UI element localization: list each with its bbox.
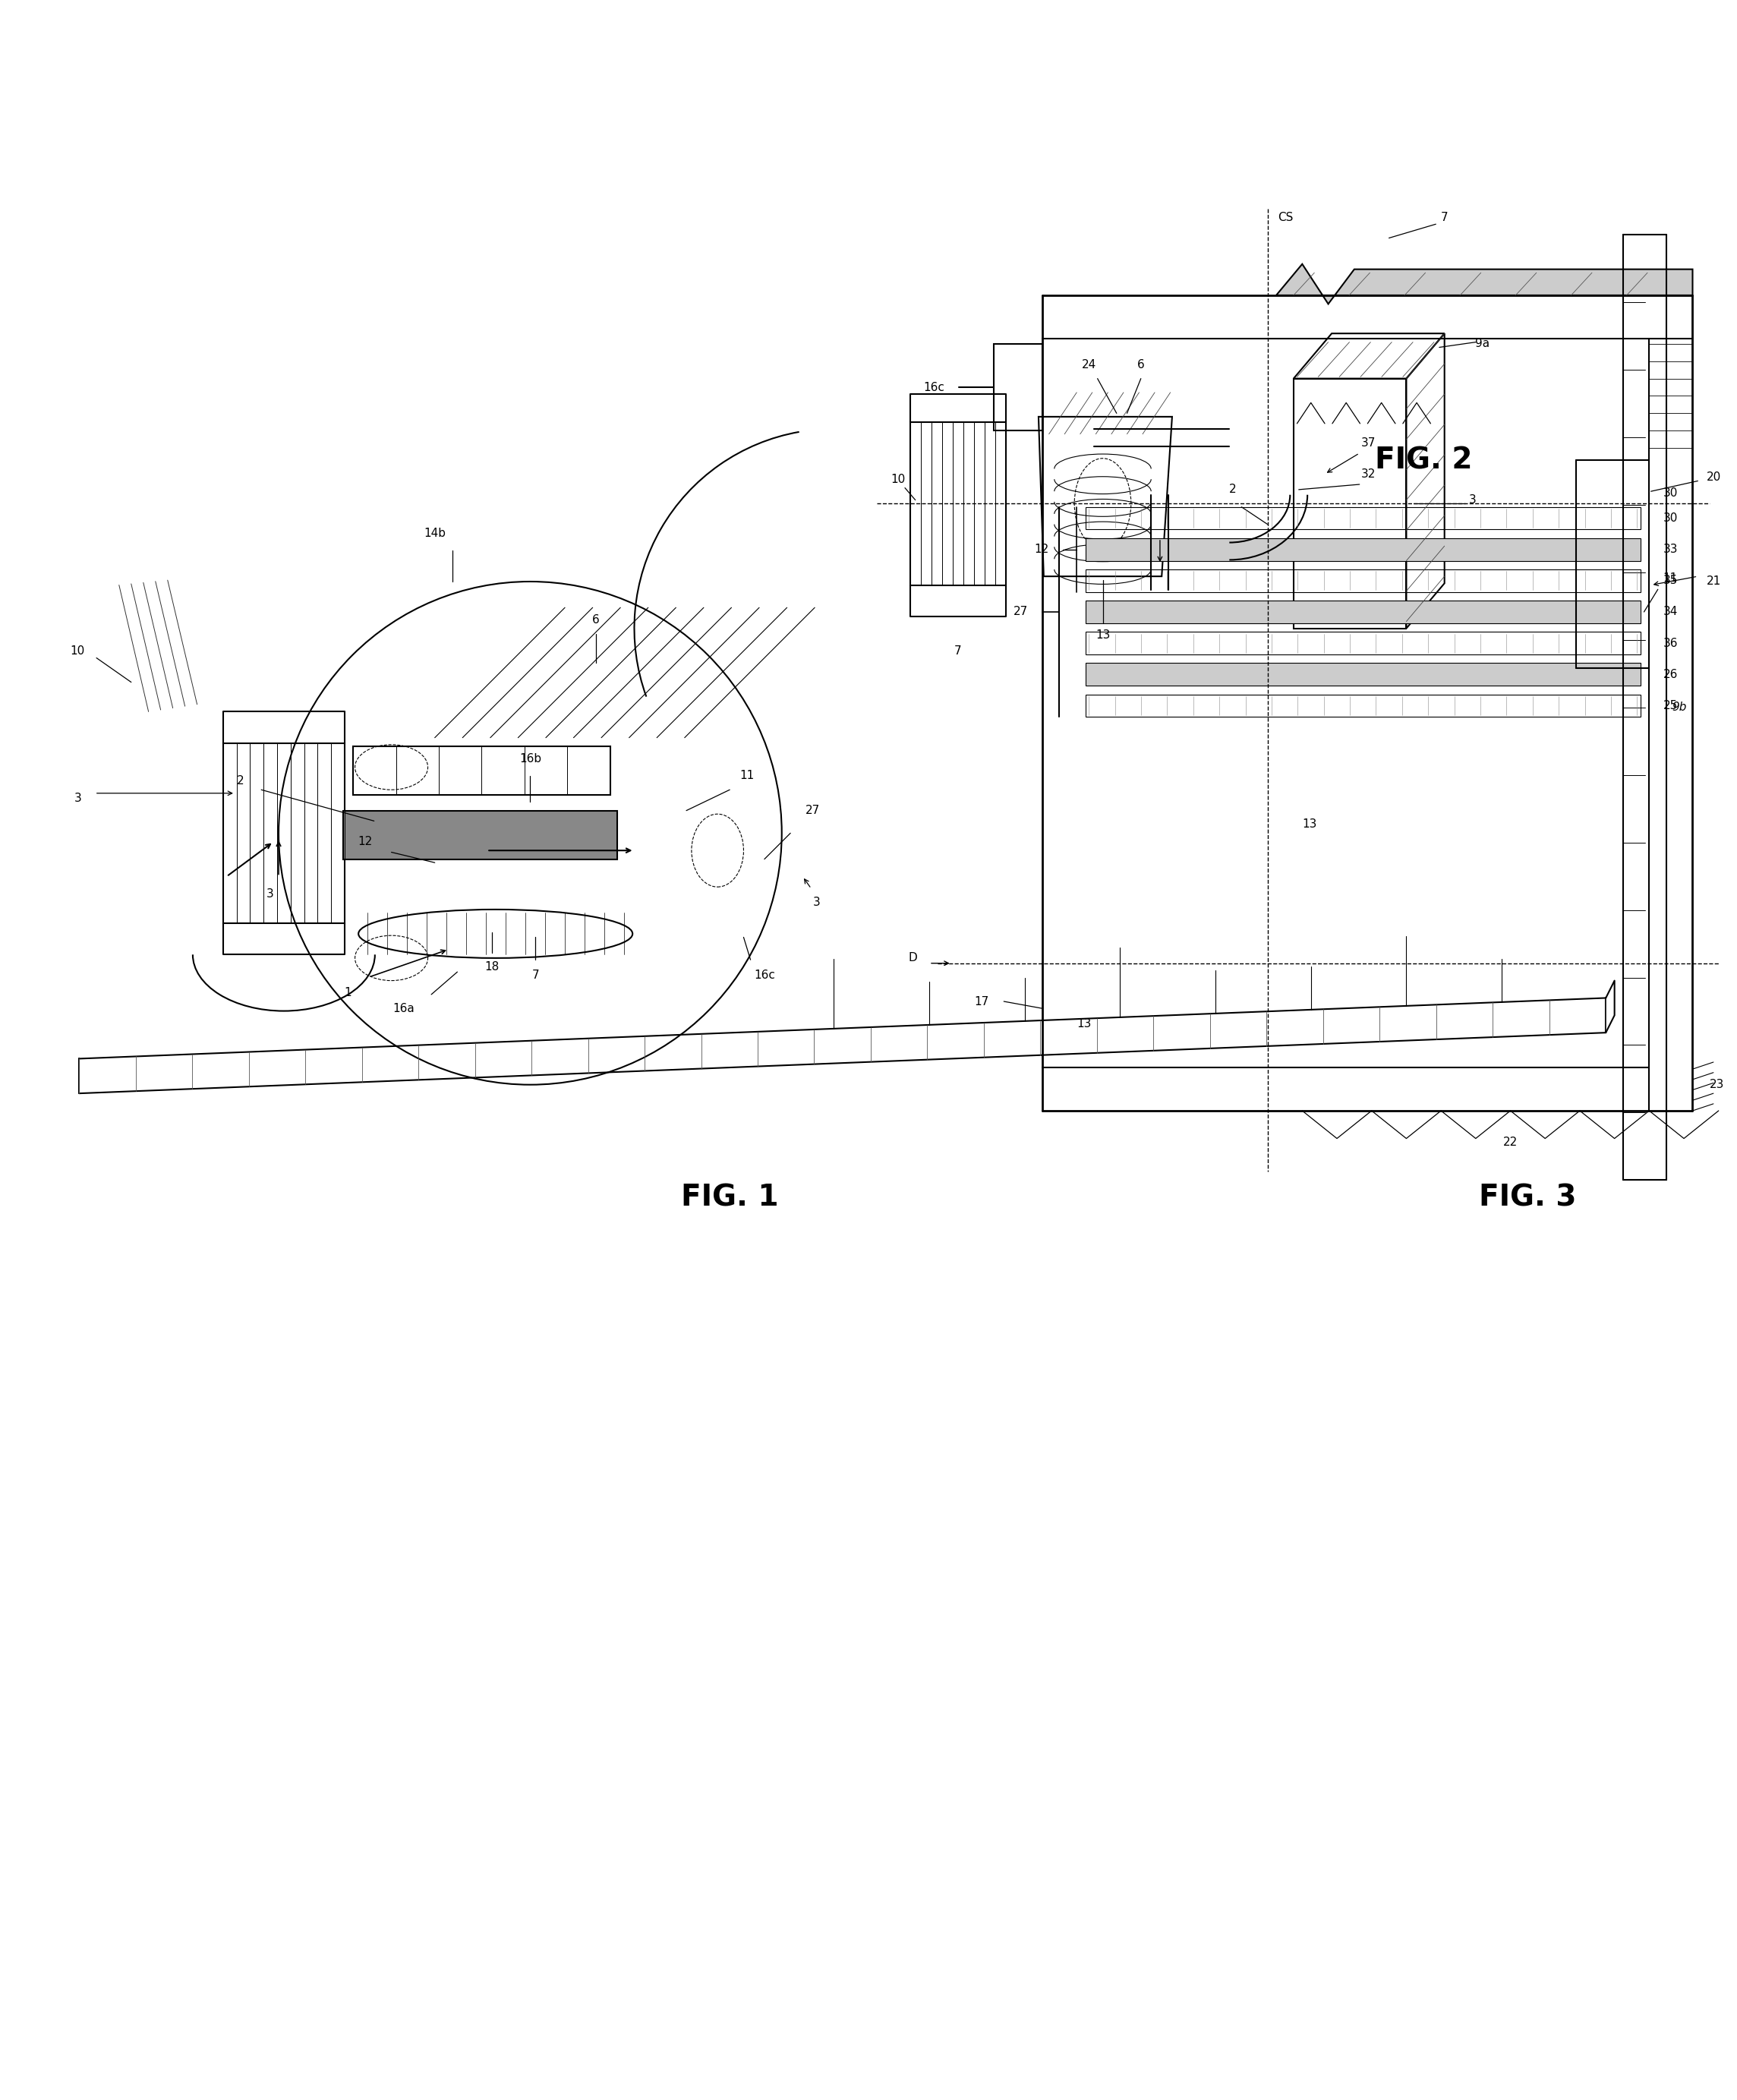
Text: 18: 18 (485, 962, 499, 972)
Text: 30: 30 (1662, 487, 1678, 500)
Text: 17: 17 (974, 995, 988, 1008)
Text: 27: 27 (806, 804, 820, 817)
Text: 2: 2 (1230, 483, 1237, 496)
Text: 33: 33 (1662, 544, 1678, 554)
Text: 6: 6 (1138, 359, 1145, 370)
Bar (1086, 506, 1640, 529)
Text: 25: 25 (1662, 699, 1678, 712)
Text: 9b: 9b (1671, 701, 1687, 714)
Bar (1086, 664, 1640, 687)
Text: 11: 11 (1662, 573, 1678, 584)
Bar (1086, 695, 1640, 716)
Text: 16c: 16c (754, 970, 775, 981)
Text: 23: 23 (1709, 1079, 1725, 1090)
Text: FIG. 1: FIG. 1 (681, 1182, 778, 1212)
Bar (1086, 632, 1640, 655)
Text: 22: 22 (1503, 1136, 1518, 1147)
Text: 11: 11 (740, 771, 754, 781)
Text: 7: 7 (1442, 212, 1449, 223)
Text: 37: 37 (1362, 437, 1376, 449)
Bar (1086, 569, 1640, 592)
Text: 13: 13 (1096, 630, 1110, 640)
Text: 27: 27 (1013, 607, 1028, 617)
Bar (1086, 538, 1640, 561)
Text: 3: 3 (1468, 493, 1476, 506)
Bar (353, 745, 610, 796)
Text: 13: 13 (1077, 1018, 1091, 1029)
Text: 21: 21 (1706, 575, 1721, 588)
Text: 3: 3 (75, 792, 82, 804)
Polygon shape (1277, 265, 1692, 304)
Text: 10: 10 (891, 472, 905, 485)
Text: 30: 30 (1662, 512, 1678, 523)
Text: 13: 13 (1303, 819, 1317, 829)
Text: 7: 7 (954, 645, 962, 657)
Text: 20: 20 (1706, 472, 1721, 483)
Text: CS: CS (1278, 212, 1294, 223)
Bar (1086, 601, 1640, 624)
Bar (222, 743, 344, 924)
Text: FIG. 2: FIG. 2 (1376, 445, 1473, 475)
Bar (342, 811, 617, 859)
Text: 1: 1 (344, 987, 351, 997)
Text: 24: 24 (1082, 359, 1096, 370)
Text: 26: 26 (1662, 668, 1678, 680)
Text: 36: 36 (1662, 638, 1678, 649)
Text: 9a: 9a (1475, 338, 1490, 349)
Text: 6: 6 (592, 613, 599, 626)
Bar (910, 422, 1006, 586)
Text: 2: 2 (236, 775, 245, 788)
Text: 16b: 16b (519, 752, 542, 764)
Text: 3: 3 (266, 888, 274, 899)
Bar (994, 344, 1042, 430)
Text: 32: 32 (1362, 468, 1376, 479)
Text: 16c: 16c (924, 382, 945, 393)
Text: 12: 12 (1034, 544, 1049, 554)
Text: 35: 35 (1662, 575, 1678, 586)
Text: 12: 12 (358, 836, 373, 848)
Text: 10: 10 (71, 645, 85, 657)
Text: 34: 34 (1662, 607, 1678, 617)
Bar (1294, 378, 1407, 628)
Text: 3: 3 (813, 897, 820, 907)
Text: 7: 7 (532, 970, 538, 981)
Text: 14b: 14b (424, 527, 446, 540)
Text: 16a: 16a (393, 1002, 415, 1014)
Text: FIG. 3: FIG. 3 (1478, 1182, 1577, 1212)
Text: D: D (908, 953, 917, 964)
